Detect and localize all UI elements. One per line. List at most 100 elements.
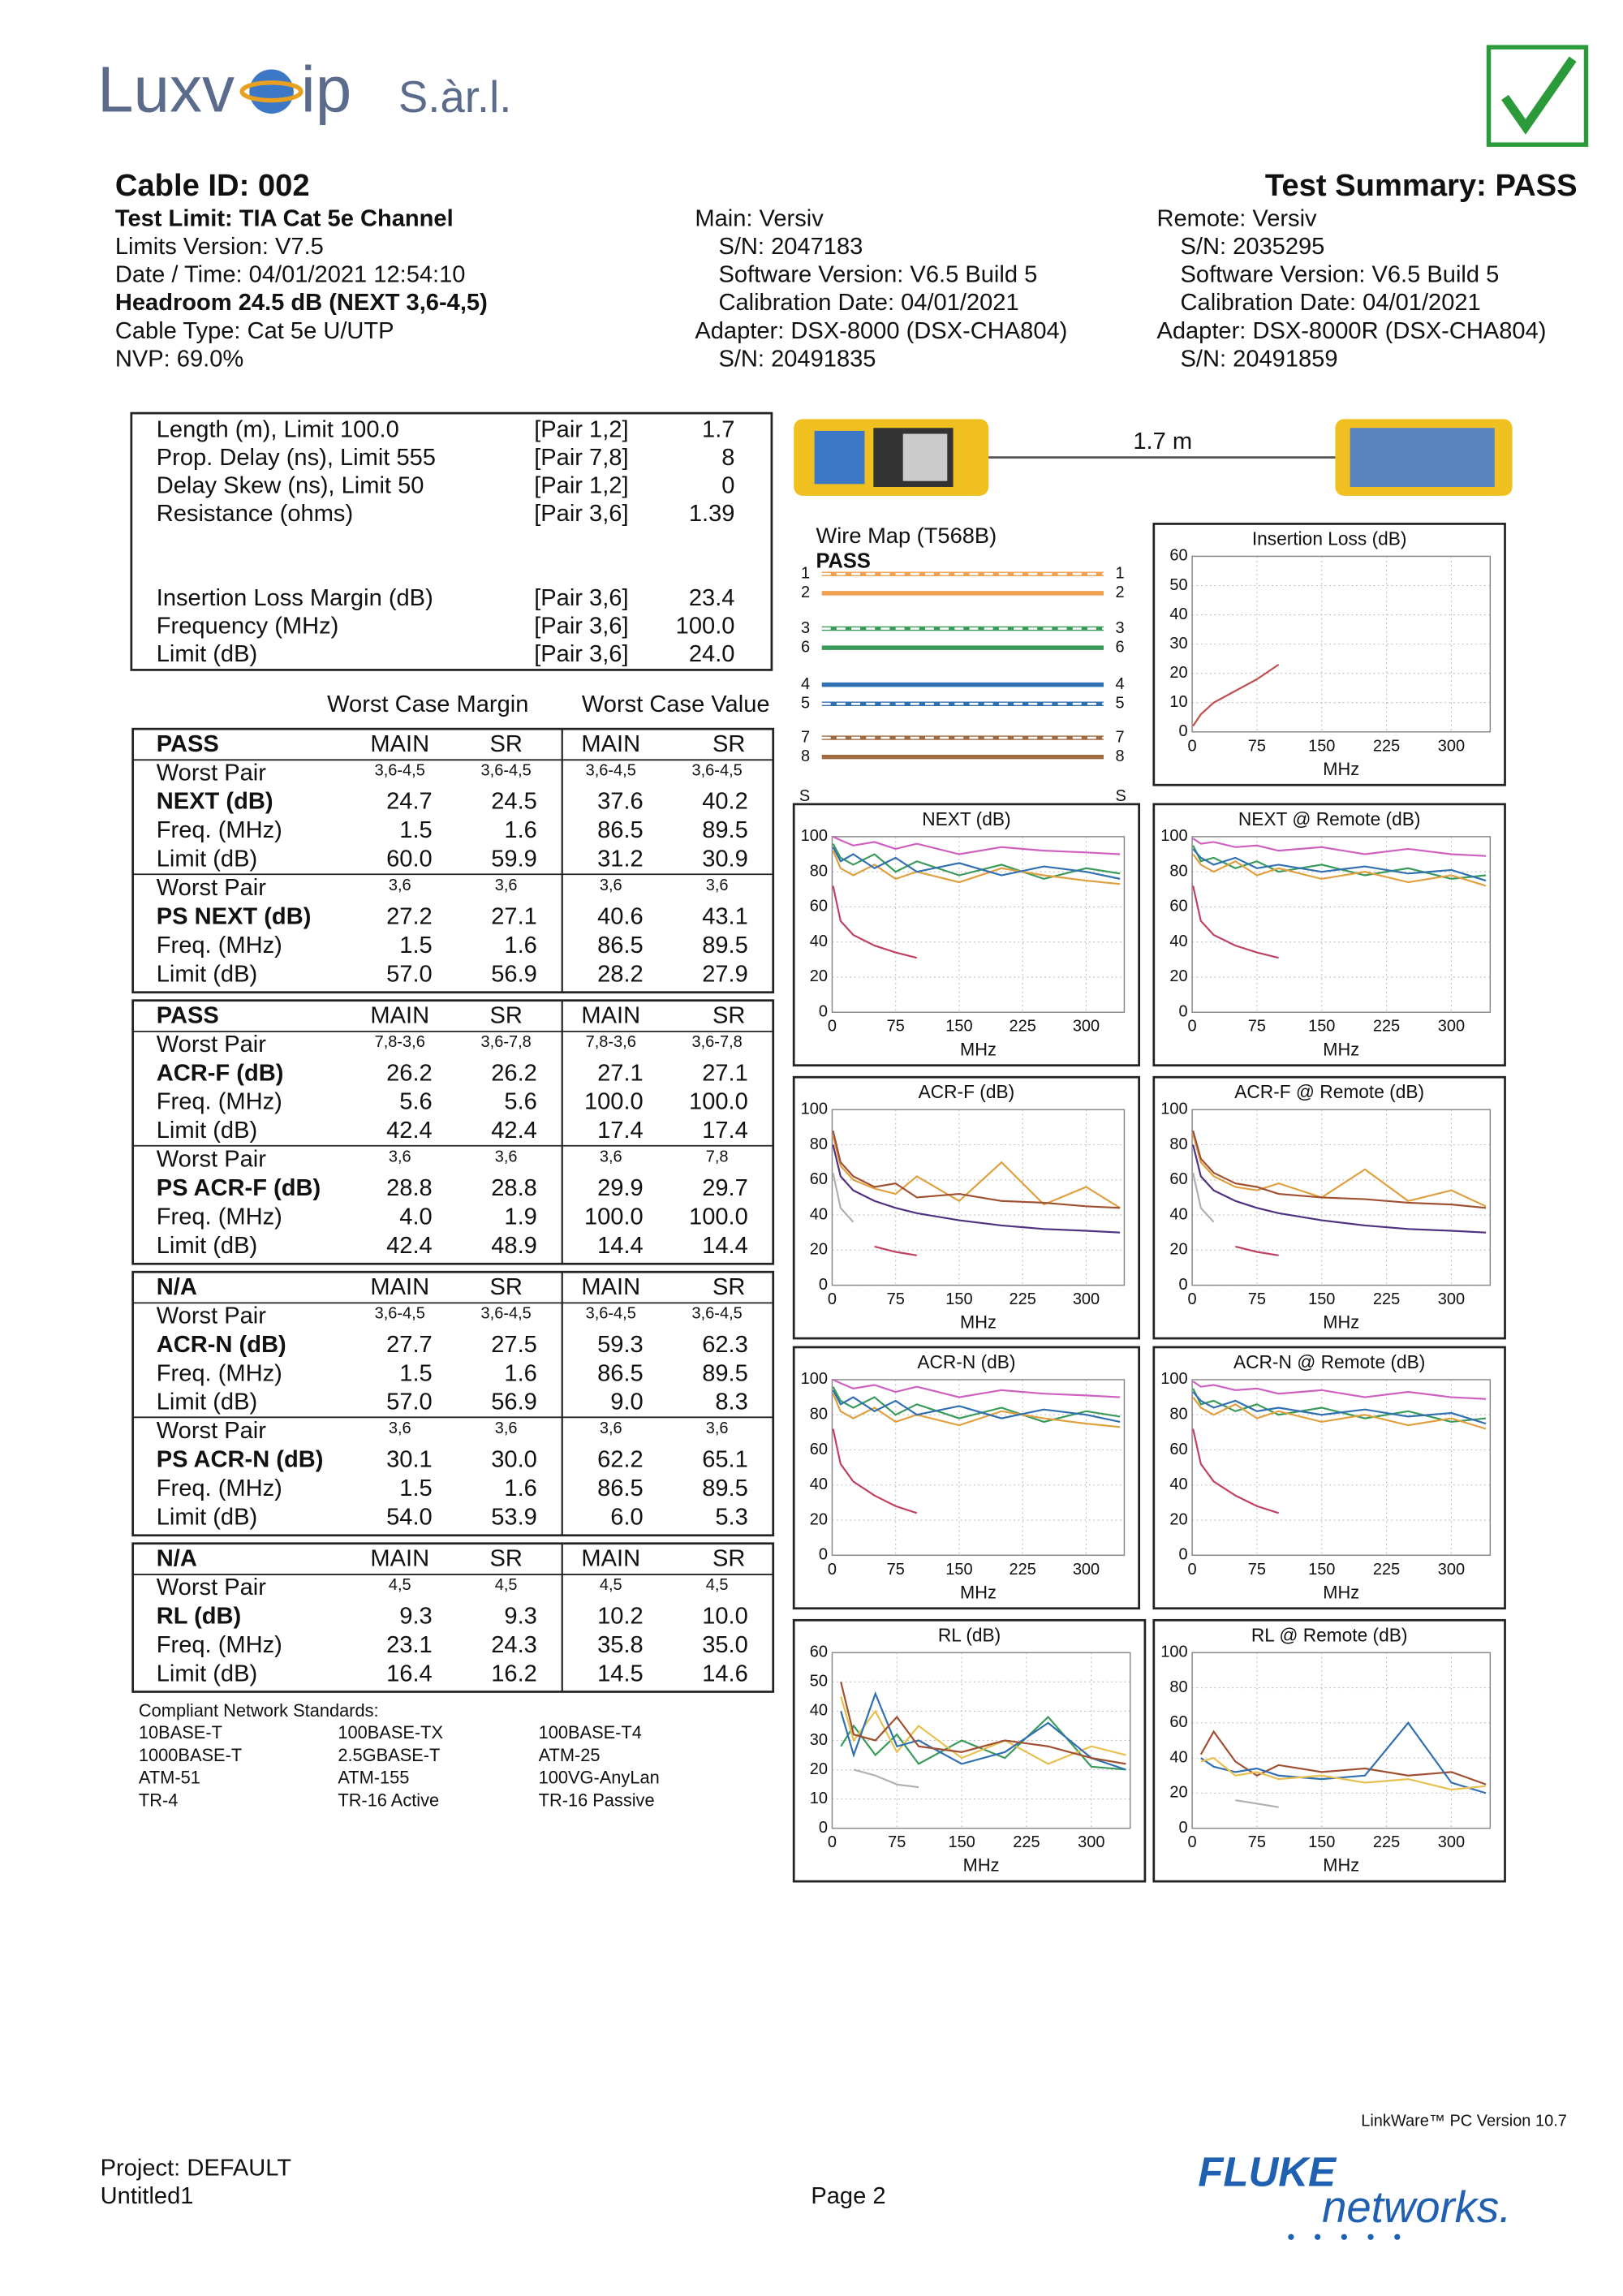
x-axis-label: MHz (960, 1582, 997, 1602)
standard: ATM-25 (539, 1745, 601, 1765)
x-tick-label: 225 (1373, 1018, 1400, 1036)
worst-pair: 3,6-4,5 (375, 761, 425, 779)
row-value: 86.5 (597, 1475, 644, 1501)
x-axis-label: MHz (1323, 1855, 1359, 1876)
y-tick-label: 30 (810, 1731, 828, 1749)
x-tick-label: 75 (887, 1561, 905, 1579)
row-value: 1.5 (399, 1475, 432, 1501)
brand-fluke: FLUKE (1198, 2148, 1337, 2195)
row-value: 42.4 (386, 1233, 433, 1259)
row-value: 48.9 (491, 1233, 537, 1259)
row-label: Limit (dB) (157, 1118, 257, 1144)
row-value: 31.2 (597, 846, 644, 872)
info-line: Limits Version: V7.5 (115, 234, 324, 260)
standards-title: Compliant Network Standards: (139, 1700, 379, 1721)
plot-frame (1191, 1379, 1492, 1557)
remote-info: S/N: 2035295 (1181, 234, 1325, 260)
worst-pair: 7,8-3,6 (375, 1033, 425, 1051)
row-value: 62.3 (702, 1332, 748, 1358)
y-tick-label: 20 (1169, 1241, 1187, 1259)
y-tick-label: 60 (810, 1643, 828, 1661)
row-value: 1.6 (504, 1360, 536, 1386)
row-value: 4.0 (399, 1204, 432, 1230)
y-tick-label: 80 (810, 862, 828, 880)
chart-title: RL (dB) (938, 1624, 1001, 1645)
row-value: 42.4 (386, 1118, 433, 1144)
row-value: 27.1 (491, 904, 537, 930)
worst-pair: 3,6 (495, 877, 518, 894)
row-value: 14.4 (702, 1233, 748, 1259)
y-tick-label: 80 (1169, 862, 1187, 880)
row-value: 43.1 (702, 904, 748, 930)
row-value: 14.6 (702, 1661, 748, 1686)
row-value: 27.1 (597, 1060, 644, 1086)
y-tick-label: 40 (1169, 933, 1187, 950)
row-label: Worst Pair (157, 1147, 266, 1173)
row-value: 59.3 (597, 1332, 644, 1358)
chart-title: NEXT @ Remote (dB) (1238, 808, 1421, 829)
info-line: Date / Time: 04/01/2021 12:54:10 (115, 262, 466, 288)
series-line (832, 1130, 1121, 1209)
x-tick-label: 300 (1438, 1018, 1465, 1036)
section-box (131, 727, 775, 994)
row-value: 86.5 (597, 1360, 644, 1386)
summary-box (130, 411, 773, 671)
row-value: 86.5 (597, 817, 644, 843)
row-value: 40.6 (597, 904, 644, 930)
worst-pair: 3,6 (495, 1419, 518, 1437)
row-value: 14.4 (597, 1233, 644, 1259)
pass-check (1501, 56, 1577, 135)
row-value: 59.9 (491, 846, 537, 872)
series-line (1192, 1134, 1487, 1208)
column-header: SR (712, 1545, 745, 1571)
x-tick-label: 75 (1248, 1833, 1266, 1851)
series-line (833, 835, 1121, 855)
row-label: Limit (dB) (157, 961, 257, 987)
pin-right: 2 (1116, 584, 1125, 601)
row-label: PS NEXT (dB) (157, 904, 312, 930)
pin-left: 4 (801, 675, 810, 693)
y-tick-label: 40 (810, 1702, 828, 1720)
row-value: 28.2 (597, 961, 644, 987)
summary-label: Insertion Loss Margin (dB) (157, 585, 433, 611)
summary-pair: [Pair 3,6] (534, 641, 628, 667)
chart-title: ACR-N (dB) (917, 1351, 1015, 1372)
y-tick-label: 20 (1169, 664, 1187, 682)
y-tick-label: 80 (810, 1135, 828, 1153)
row-value: 9.3 (399, 1603, 432, 1629)
worst-pair: 3,6-7,8 (481, 1033, 532, 1051)
x-tick-label: 150 (1308, 1833, 1335, 1851)
series-line (1199, 1730, 1487, 1786)
y-tick-label: 60 (810, 898, 828, 915)
row-value: 54.0 (386, 1505, 433, 1531)
row-value: 1.6 (504, 933, 536, 958)
row-value: 53.9 (491, 1505, 537, 1531)
version: LinkWare™ PC Version 10.7 (1361, 2113, 1567, 2130)
y-tick-label: 100 (1160, 1101, 1187, 1118)
x-axis-label: MHz (963, 1855, 1000, 1876)
row-value: 27.9 (702, 961, 748, 987)
brand-dots (1288, 2234, 1401, 2240)
row-label: Worst Pair (157, 1418, 266, 1444)
worst-pair: 3,6 (706, 1419, 729, 1437)
x-tick-label: 225 (1010, 1290, 1036, 1308)
row-value: 16.2 (491, 1661, 537, 1686)
row-label: NEXT (dB) (157, 789, 273, 815)
row-value: 37.6 (597, 789, 644, 815)
y-tick-label: 40 (1169, 1748, 1187, 1766)
series-line (1192, 838, 1487, 857)
length-label: 1.7 m (1133, 429, 1192, 454)
standard: ATM-155 (338, 1768, 409, 1788)
y-tick-label: 100 (801, 1101, 828, 1118)
x-tick-label: 225 (1373, 1290, 1400, 1308)
x-tick-label: 0 (1188, 1018, 1197, 1036)
row-label: Freq. (MHz) (157, 1204, 282, 1230)
worst-pair: 4,5 (495, 1576, 518, 1594)
column-header: SR (489, 1545, 522, 1571)
y-tick-label: 0 (819, 1276, 828, 1294)
series-line (840, 1682, 1126, 1765)
plot-frame (831, 1379, 1126, 1557)
row-value: 5.6 (504, 1089, 536, 1115)
y-tick-label: 40 (810, 1205, 828, 1223)
